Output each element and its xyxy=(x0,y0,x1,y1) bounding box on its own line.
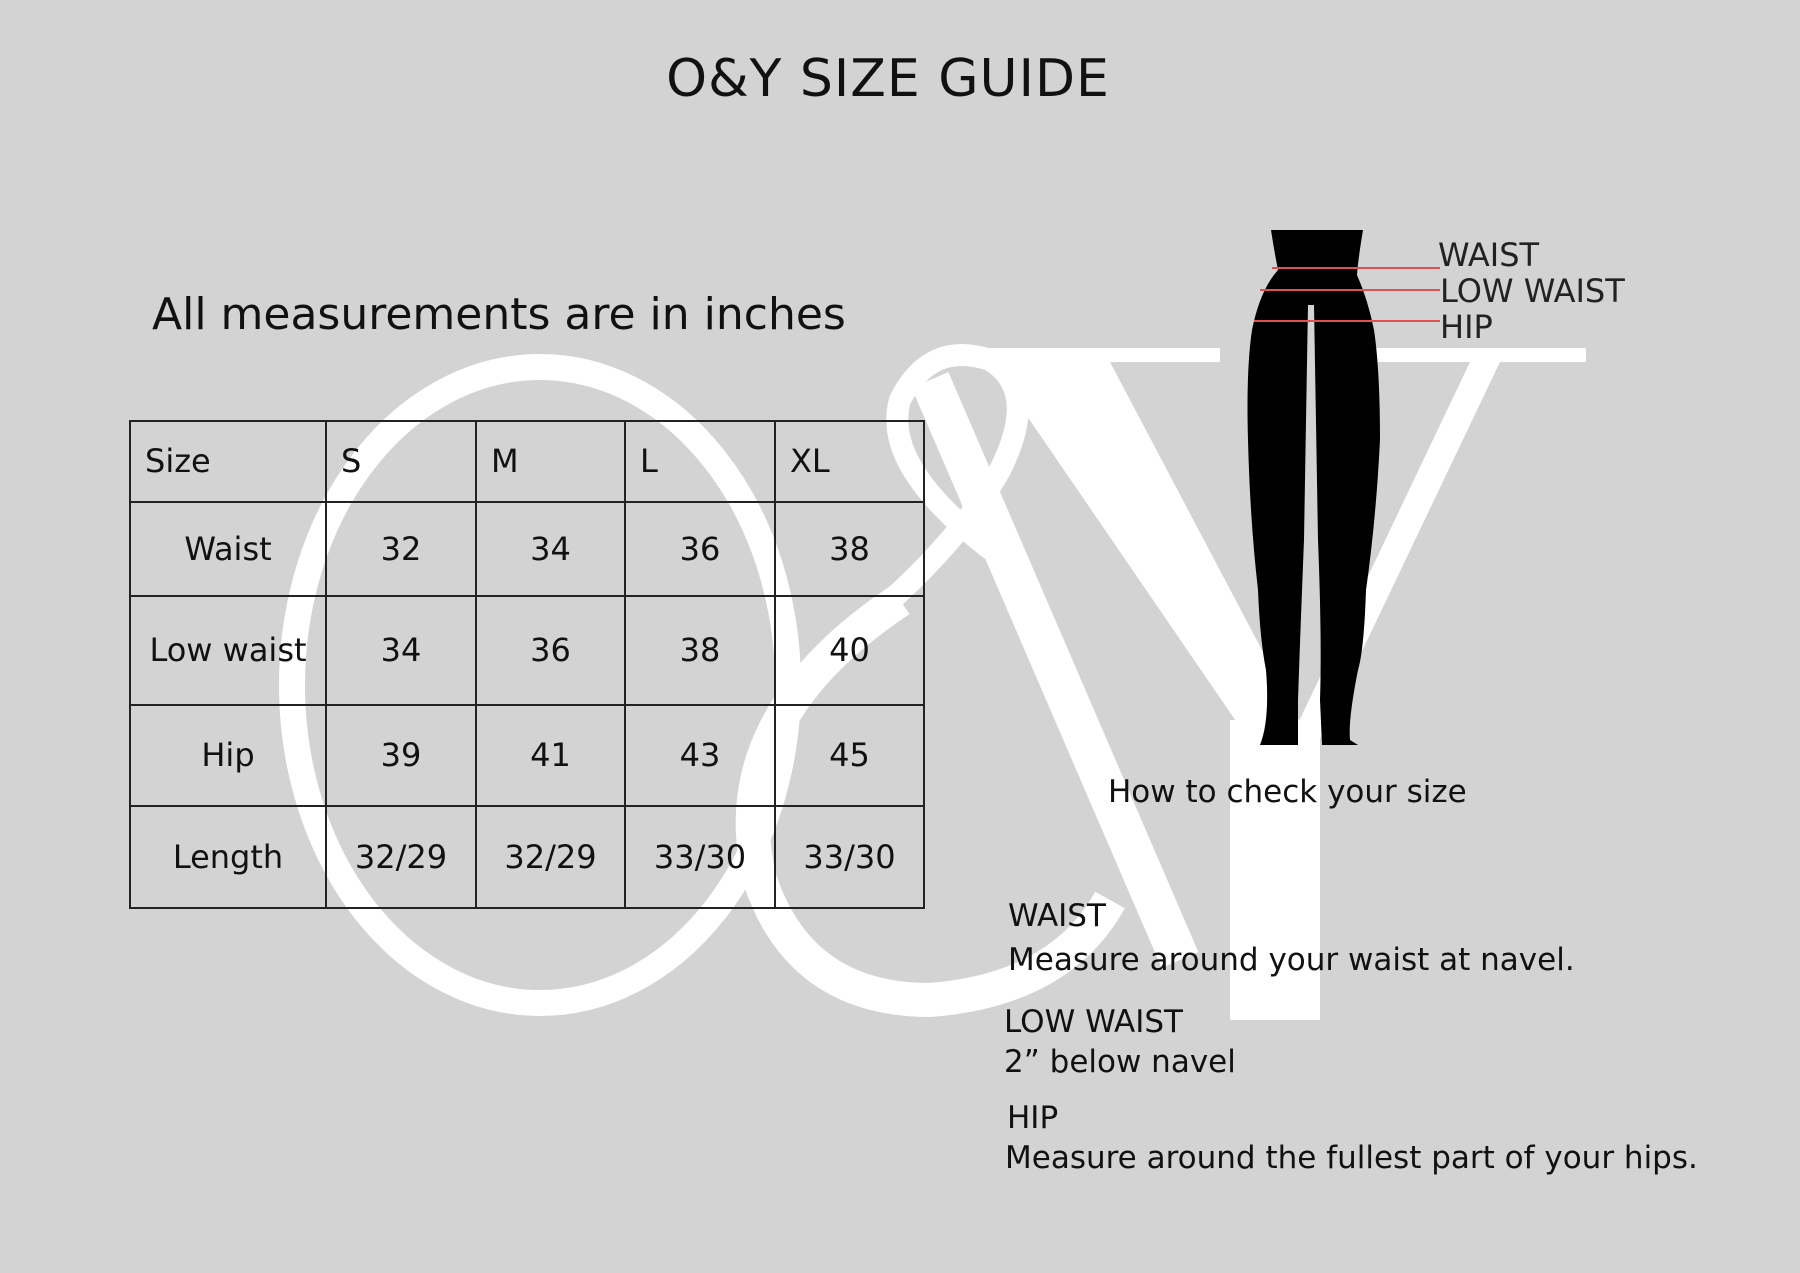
row-label: Length xyxy=(129,805,327,909)
header-m: M xyxy=(475,420,626,503)
header-size: Size xyxy=(129,420,327,503)
cell: 33/30 xyxy=(624,805,776,909)
watermark-y xyxy=(955,348,1586,1020)
cell: 36 xyxy=(624,501,776,597)
cell: 40 xyxy=(774,595,925,706)
cell: 34 xyxy=(475,501,626,597)
cell: 38 xyxy=(774,501,925,597)
row-label: Waist xyxy=(129,501,327,597)
table-row: Low waist 34 36 38 40 xyxy=(129,595,925,706)
header-xl: XL xyxy=(774,420,925,503)
cell: 45 xyxy=(774,704,925,807)
cell: 43 xyxy=(624,704,776,807)
cell: 39 xyxy=(325,704,477,807)
cell: 33/30 xyxy=(774,805,925,909)
cell: 32/29 xyxy=(475,805,626,909)
table-row: Hip 39 41 43 45 xyxy=(129,704,925,807)
cell: 32 xyxy=(325,501,477,597)
cell: 36 xyxy=(475,595,626,706)
instruction-low-waist-heading: LOW WAIST xyxy=(1004,1004,1183,1040)
units-note: All measurements are in inches xyxy=(152,289,846,340)
instruction-hip-text: Measure around the fullest part of your … xyxy=(1005,1140,1698,1176)
figure-label-hip: HIP xyxy=(1440,308,1493,346)
table-row: Length 32/29 32/29 33/30 33/30 xyxy=(129,805,925,909)
instruction-hip-heading: HIP xyxy=(1007,1100,1059,1136)
figure-caption: How to check your size xyxy=(1108,774,1467,810)
instruction-low-waist-text: 2” below navel xyxy=(1004,1044,1236,1080)
cell: 32/29 xyxy=(325,805,477,909)
size-table: Size S M L XL Waist 32 34 36 38 Low wais… xyxy=(129,420,925,909)
page-title: O&Y SIZE GUIDE xyxy=(666,49,1110,109)
figure-label-low-waist: LOW WAIST xyxy=(1440,272,1625,310)
header-s: S xyxy=(325,420,477,503)
row-label: Hip xyxy=(129,704,327,807)
cell: 38 xyxy=(624,595,776,706)
table-row: Waist 32 34 36 38 xyxy=(129,501,925,597)
header-l: L xyxy=(624,420,776,503)
cell: 34 xyxy=(325,595,477,706)
leggings-figure-icon xyxy=(1247,230,1440,745)
instruction-waist-heading: WAIST xyxy=(1008,898,1106,934)
row-label: Low waist xyxy=(129,595,327,706)
cell: 41 xyxy=(475,704,626,807)
instruction-waist-text: Measure around your waist at navel. xyxy=(1008,942,1575,978)
table-header-row: Size S M L XL xyxy=(129,420,925,503)
figure-label-waist: WAIST xyxy=(1438,236,1540,274)
